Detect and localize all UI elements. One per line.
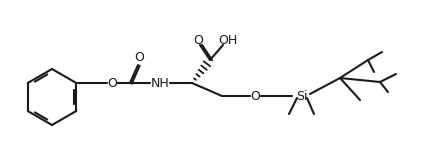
Text: OH: OH [218, 34, 237, 47]
Text: NH: NH [151, 77, 169, 89]
Text: Si: Si [296, 89, 308, 103]
Text: O: O [134, 51, 144, 63]
Text: O: O [193, 34, 203, 47]
Text: O: O [250, 89, 260, 103]
Text: O: O [107, 77, 117, 89]
